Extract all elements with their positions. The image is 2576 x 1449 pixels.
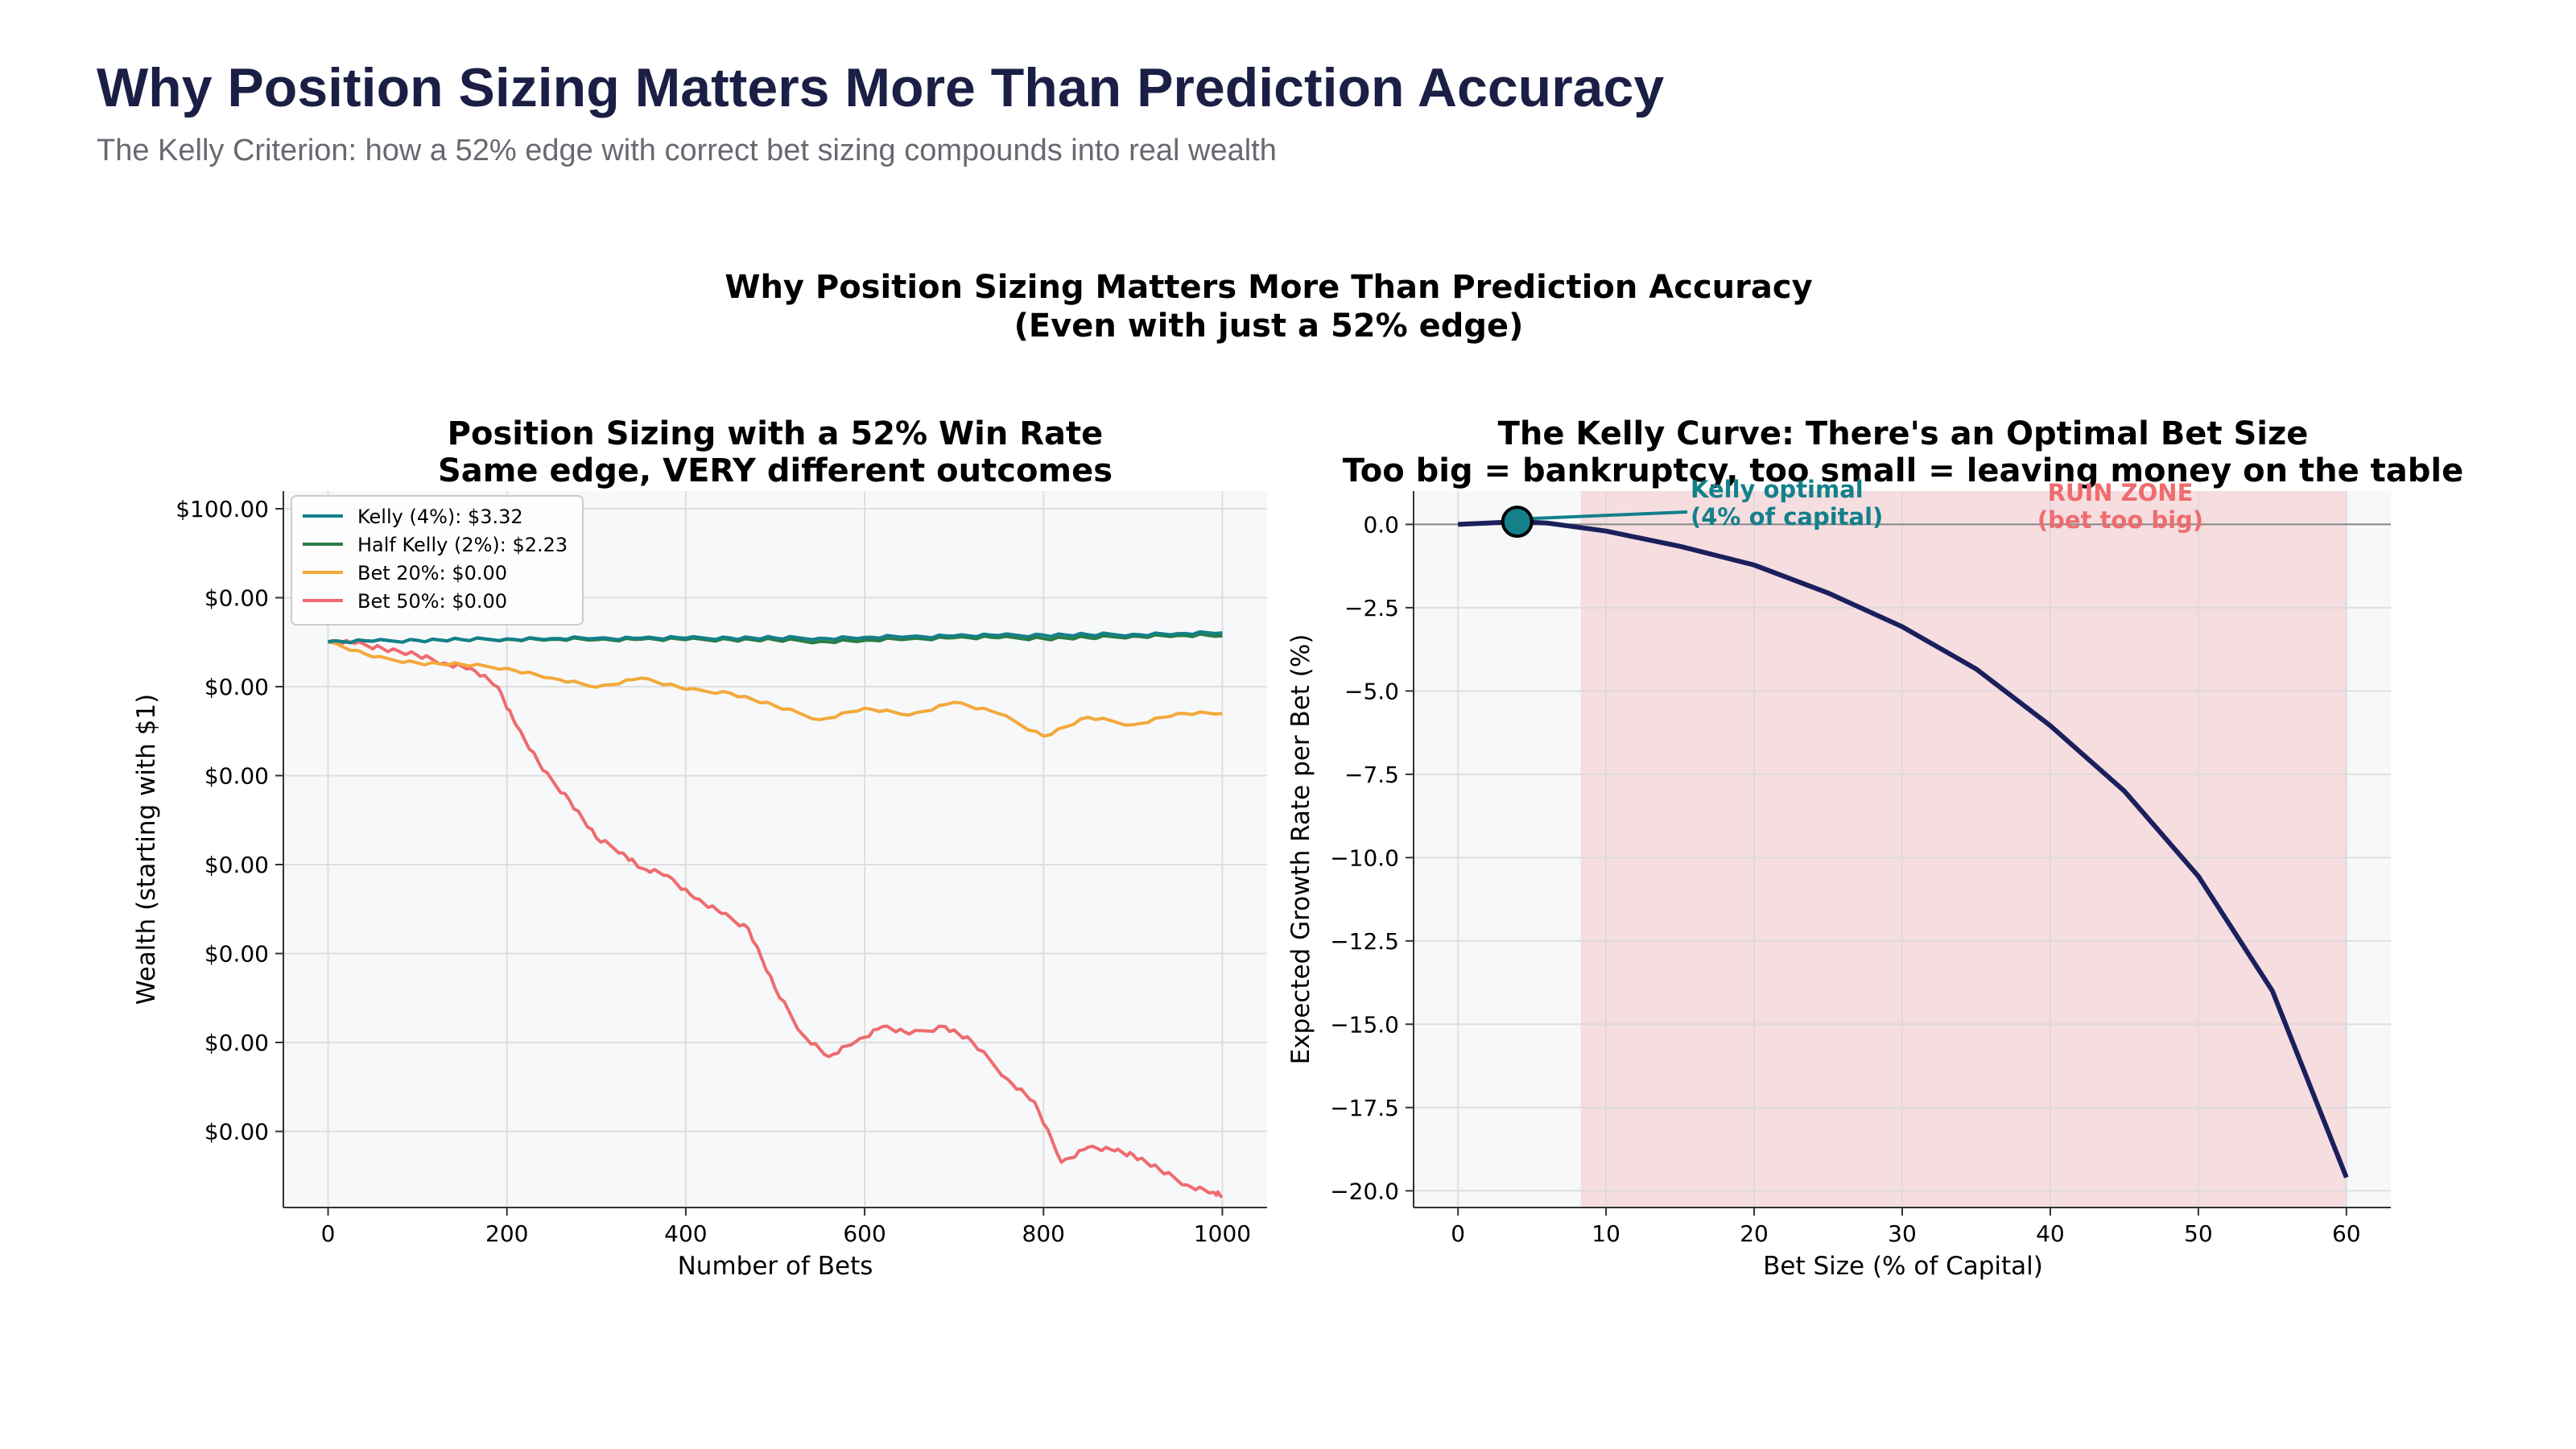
y-tick-label: $100.00 (175, 496, 269, 522)
x-tick-label: 0 (321, 1220, 336, 1247)
series-line-2 (328, 640, 1223, 738)
wealth-chart-subtitle: Same edge, VERY different outcomes (438, 452, 1113, 489)
legend-entry: Bet 20%: $0.00 (357, 562, 507, 584)
x-tick-label: 50 (2184, 1220, 2213, 1247)
x-tick-label: 0 (1451, 1220, 1465, 1247)
kelly-chart-y-label: Expected Growth Rate per Bet (%) (1286, 634, 1315, 1065)
x-tick-label: 200 (485, 1220, 528, 1247)
kelly-optimal-annotation-line1: Kelly optimal (1690, 476, 1864, 503)
x-tick-label: 40 (2036, 1220, 2065, 1247)
y-tick-label: $0.00 (204, 763, 269, 790)
y-tick-label: −2.5 (1344, 595, 1399, 621)
x-tick-label: 30 (1888, 1220, 1917, 1247)
ruin-zone-annotation-line2: (bet too big) (2037, 506, 2203, 534)
kelly-curve-chart: 0 10 20 30 40 50 60 0.0 −2.5 −5.0 −7.5 −10.0 −12.5 −… (1286, 415, 2463, 1281)
y-tick-label: −10.0 (1330, 844, 1399, 871)
kelly-chart-y-ticks: 0.0 −2.5 −5.0 −7.5 −10.0 −12.5 −15.0 −17.5 −20.0 (1330, 511, 1414, 1204)
series-line-3 (327, 638, 1223, 1199)
figure-suptitle-line2: (Even with just a 52% edge) (1014, 308, 1524, 345)
x-tick-label: 20 (1740, 1220, 1769, 1247)
x-tick-label: 800 (1022, 1220, 1065, 1247)
figure-suptitle-line1: Why Position Sizing Matters More Than Pr… (724, 269, 1812, 306)
y-tick-label: −15.0 (1330, 1011, 1399, 1038)
y-tick-label: −12.5 (1330, 928, 1399, 955)
page-title: Why Position Sizing Matters More Than Pr… (97, 57, 1665, 118)
y-tick-label: $0.00 (204, 852, 269, 878)
y-tick-label: −20.0 (1330, 1178, 1399, 1204)
legend-entry: Bet 50%: $0.00 (357, 590, 507, 613)
kelly-optimal-annotation-line2: (4% of capital) (1690, 503, 1883, 530)
wealth-chart: 0 200 400 600 800 1000 $100.00 $0.00 $0.00 $0.00… (132, 415, 1267, 1281)
legend-entry: Kelly (4%): $3.32 (357, 506, 523, 528)
y-tick-label: $0.00 (204, 674, 269, 700)
kelly-optimal-arrow (1531, 510, 1688, 521)
kelly-chart-x-ticks: 0 10 20 30 40 50 60 (1451, 1208, 2361, 1247)
kelly-optimal-point (1501, 506, 1534, 539)
y-tick-label: 0.0 (1363, 511, 1399, 538)
legend-frame (291, 495, 584, 625)
x-tick-label: 400 (664, 1220, 707, 1247)
y-tick-label: $0.00 (204, 941, 269, 968)
series-line-0 (328, 630, 1223, 645)
ruin-zone-annotation-line1: RUIN ZONE (2048, 479, 2194, 506)
wealth-chart-series (327, 630, 1223, 1199)
x-tick-label: 600 (843, 1220, 886, 1247)
ruin-zone-band (1580, 491, 2347, 1208)
y-tick-label: $0.00 (204, 1030, 269, 1056)
y-tick-label: −5.0 (1344, 678, 1399, 704)
x-tick-label: 60 (2332, 1220, 2361, 1247)
y-tick-label: −17.5 (1330, 1095, 1399, 1121)
page-subtitle: The Kelly Criterion: how a 52% edge with… (97, 134, 1277, 167)
wealth-chart-x-label: Number of Bets (678, 1252, 873, 1281)
wealth-chart-title: Position Sizing with a 52% Win Rate (448, 415, 1104, 452)
wealth-chart-legend: Kelly (4%): $3.32 Half Kelly (2%): $2.23 B… (291, 495, 584, 625)
wealth-chart-y-label: Wealth (starting with $1) (132, 694, 161, 1005)
kelly-chart-subtitle: Too big = bankruptcy, too small = leavin… (1343, 452, 2463, 489)
y-tick-label: $0.00 (204, 585, 269, 612)
kelly-chart-x-label: Bet Size (% of Capital) (1763, 1252, 2043, 1281)
wealth-chart-x-ticks: 0 200 400 600 800 1000 (321, 1208, 1251, 1247)
wealth-chart-y-ticks: $100.00 $0.00 $0.00 $0.00 $0.00 $0.00 $0.00 $0.… (175, 496, 283, 1146)
y-tick-label: −7.5 (1344, 762, 1399, 788)
y-tick-label: $0.00 (204, 1119, 269, 1146)
kelly-chart-title: The Kelly Curve: There's an Optimal Bet … (1498, 415, 2309, 452)
x-tick-label: 10 (1591, 1220, 1620, 1247)
legend-entry: Half Kelly (2%): $2.23 (357, 534, 568, 556)
x-tick-label: 1000 (1194, 1220, 1251, 1247)
